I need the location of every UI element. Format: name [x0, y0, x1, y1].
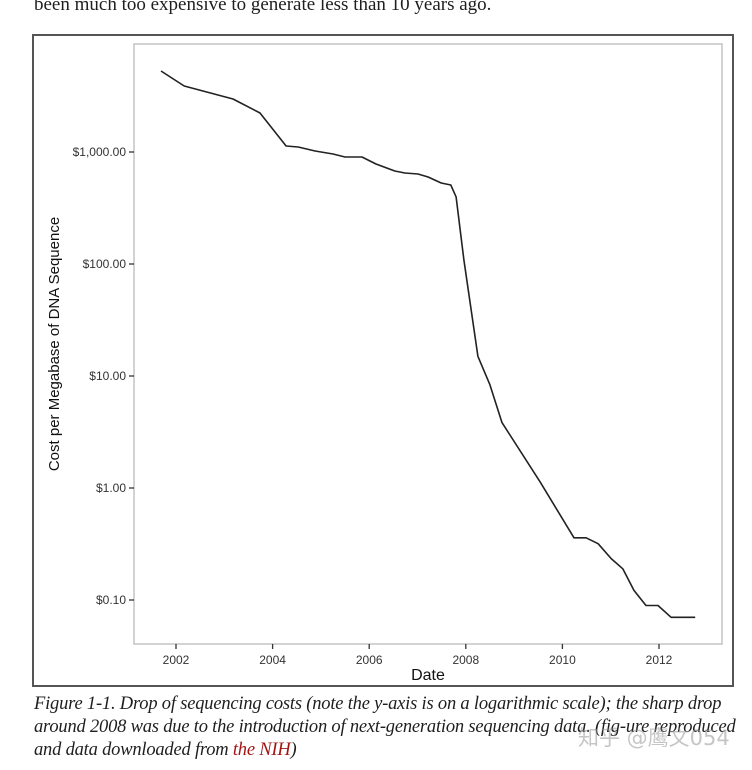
x-tick-label: 2010 — [549, 653, 576, 667]
x-tick-label: 2002 — [163, 653, 190, 667]
x-tick-label: 2008 — [452, 653, 479, 667]
intro-text: been much too expensive to generate less… — [34, 0, 492, 15]
y-tick-label: $100.00 — [83, 257, 127, 271]
nih-link[interactable]: the NIH — [232, 740, 291, 760]
y-tick-label: $1.00 — [96, 481, 126, 495]
y-tick-label: $0.10 — [96, 593, 126, 607]
series-line — [160, 70, 696, 619]
x-tick-label: 2006 — [356, 653, 383, 667]
y-axis: $1,000.00 $100.00 $10.00 $1.00 $0.10 — [73, 145, 134, 607]
x-tick-label: 2004 — [259, 653, 286, 667]
caption-suffix: ) — [290, 740, 297, 760]
x-axis-label: Date — [411, 667, 445, 684]
x-axis: 2002 2004 2006 2008 2010 2012 — [163, 644, 673, 667]
y-axis-label: Cost per Megabase of DNA Sequence — [46, 217, 63, 471]
figure-caption: Figure 1-1. Drop of sequencing costs (no… — [34, 693, 740, 762]
chart: $1,000.00$100.00$10.00$1.00$0.10 2002 200… — [46, 43, 723, 684]
y-tick-label: $10.00 — [89, 369, 126, 383]
watermark: 知乎 @鹰文054 — [578, 726, 730, 750]
x-tick-label: 2012 — [646, 653, 673, 667]
plot-panel — [133, 43, 723, 645]
y-tick-label: $1,000.00 — [73, 145, 127, 159]
caption-text: Figure 1-1. Drop of sequencing costs (no… — [34, 694, 736, 760]
